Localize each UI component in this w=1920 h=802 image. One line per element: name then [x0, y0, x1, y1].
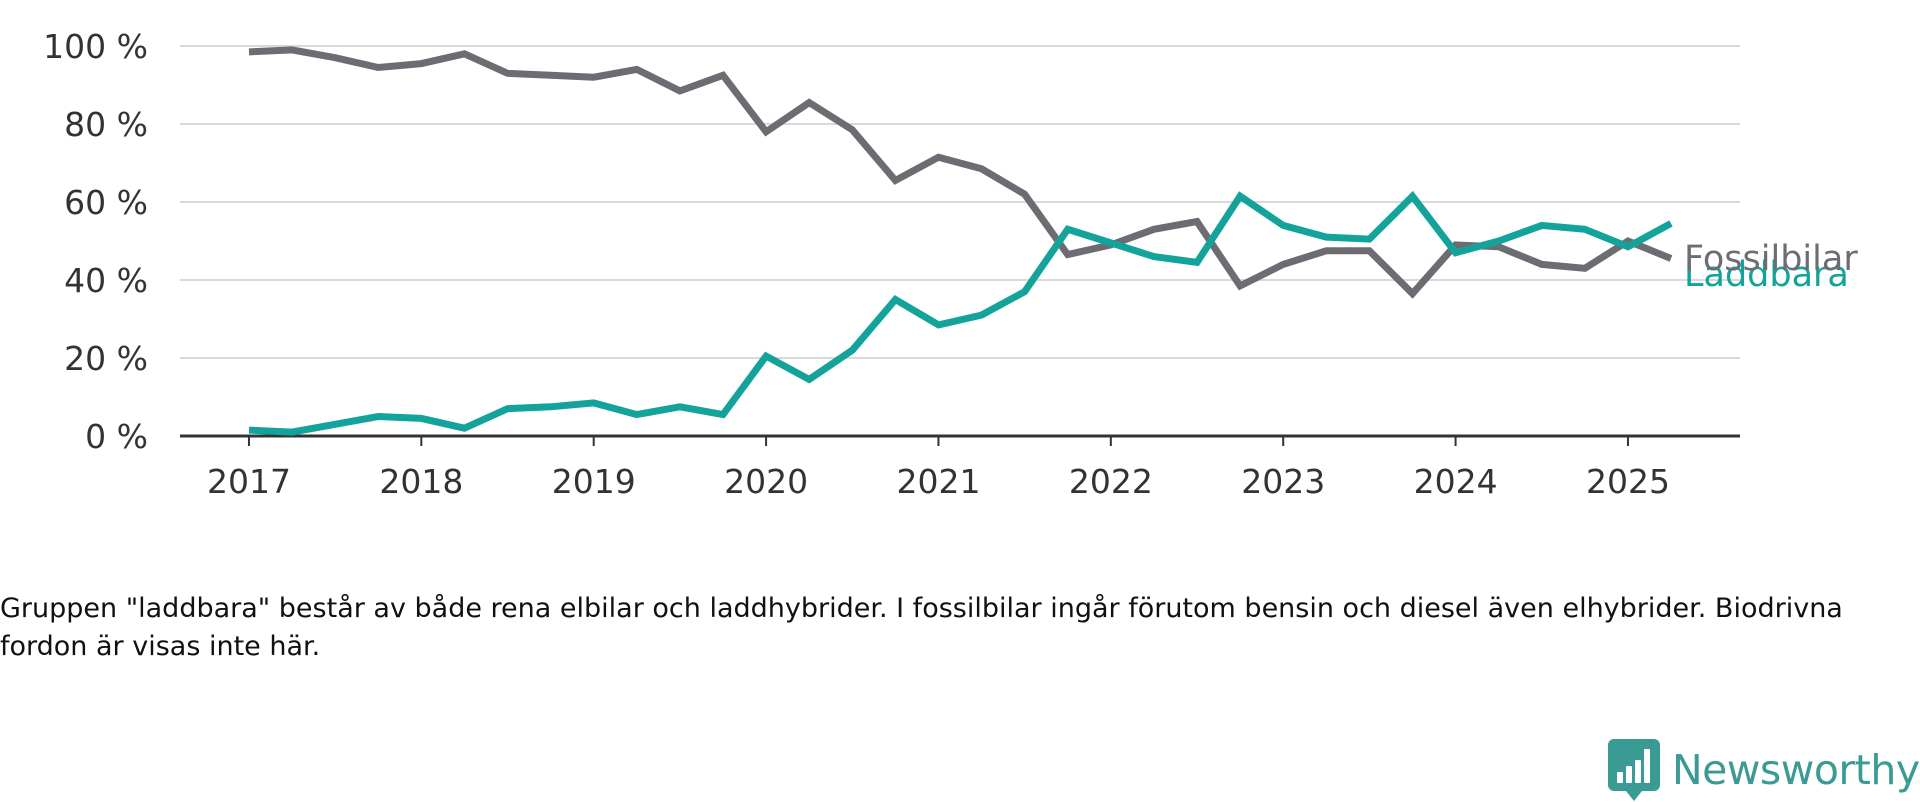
y-tick-label-20: 20 % [64, 339, 148, 378]
brand-name: Newsworthy [1672, 746, 1920, 794]
x-tick-label-2017: 2017 [207, 462, 291, 501]
x-tick-label-2025: 2025 [1586, 462, 1670, 501]
series-label-laddbara: Laddbara [1684, 255, 1849, 295]
x-tick-label-2018: 2018 [379, 462, 463, 501]
line-chart: 0 % 20 % 40 % 60 % 80 % 100 % 2017 2018 2019 202… [43, 27, 1858, 501]
y-tick-label-60: 60 % [64, 183, 148, 222]
series-line-laddbara [248, 190, 1673, 436]
x-tick-label-2021: 2021 [896, 462, 980, 501]
x-axis: 2017 2018 2019 2020 2021 2022 2023 2024 2025 [180, 434, 1740, 501]
series-line-fossilbilar [248, 46, 1673, 299]
x-tick-label-2023: 2023 [1241, 462, 1325, 501]
y-tick-label-0: 0 % [85, 417, 148, 456]
x-tick-label-2019: 2019 [552, 462, 636, 501]
brand: Newsworthy [1608, 738, 1920, 802]
chart-caption: Gruppen "laddbara" består av både rena e… [0, 593, 1843, 662]
grid-lines [180, 45, 1740, 359]
x-tick-label-2020: 2020 [724, 462, 808, 501]
y-tick-label-40: 40 % [64, 261, 148, 300]
y-tick-label-100: 100 % [43, 27, 148, 66]
x-tick-label-2024: 2024 [1414, 462, 1498, 501]
x-tick-label-2022: 2022 [1069, 462, 1153, 501]
bar-chart-speech-bubble-icon [1608, 739, 1660, 801]
y-axis: 0 % 20 % 40 % 60 % 80 % 100 % [43, 27, 148, 456]
y-tick-label-80: 80 % [64, 105, 148, 144]
series-label-fossilbilar: Fossilbilar [1684, 239, 1858, 279]
series-lines [248, 46, 1673, 436]
